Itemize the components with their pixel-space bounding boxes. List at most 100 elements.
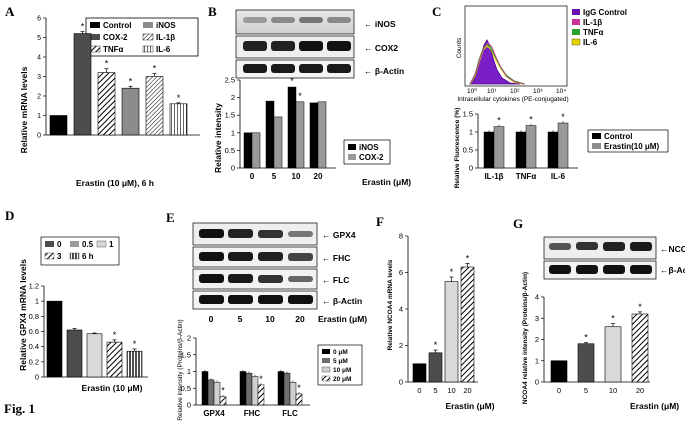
panel-e-ylabel: Relative intensity (Proteins/β-Actin) [177,319,184,420]
x-tick-label-e-2: FLC [282,409,298,418]
figure-label: Fig. 1 [4,401,35,416]
panel-label-f: F [376,214,384,229]
bar-d-2 [86,333,103,378]
panel-f-xlabel: Erastin (μM) [445,401,494,411]
panel-a-xlabel: Erastin (10 μM), 6 h [76,178,154,188]
panel-d-chart: Relative GPX4 mRNA levels Erastin (10 μM… [18,236,143,393]
blot-b-label-inos: ← iNOS [364,19,396,29]
legend-swatch-d-3 [44,252,55,260]
panel-c-ylabel: Relative Fluorescence (%) [454,108,461,189]
y-tick-label-b-1: 0.5 [225,146,235,155]
blot-b-bands [243,17,351,73]
bar-c-1-0 [515,131,527,169]
panel-a-chart: Relative mRNA levels Erastin (10 μM), 6 … [19,17,199,188]
legend-label-d-05: 0.5 [82,240,94,249]
significance-star-c-1-1: * [529,115,533,125]
bar-a-0 [49,115,68,136]
y-tick-label-c-0: 0 [469,164,473,173]
panel-e-chart: ← GPX4 ← FHC ← FLC ← β-Actin 0 5 10 20 E… [177,222,367,421]
y-tick-label-f-2: 4 [399,305,403,314]
panel-b-xlabel: Erastin (μM) [362,177,411,187]
histogram-il1b [469,42,526,85]
panel-f-chart: Relative NCOA4 mRNA levels Erastin (μM) [387,259,495,411]
y-tick-label-b-2: 1 [231,128,235,137]
panel-label-e: E [166,210,175,225]
hist-legend-label-tnfa: TNFα [583,28,604,37]
legend-swatch-control [90,22,100,28]
significance-star-g-2: * [611,314,615,324]
y-tick-label-d-3: 0.6 [29,327,39,336]
legend-swatch-il1b [142,33,154,41]
bar-g-0 [550,360,568,383]
panel-a-legend-box [85,17,199,57]
bar-d-4 [126,350,143,378]
y-tick-label-f-4: 8 [399,232,403,241]
bar-e-1-1 [245,372,253,406]
legend-swatch-b-inos [348,144,356,150]
blot-e-actin [192,290,318,310]
bar-e-1-3 [257,384,265,406]
legend-label-e-10: 10 μM [333,367,351,374]
bar-c-1-1 [525,125,537,169]
histogram-xtick-1: 10¹ [487,88,497,95]
y-tick-label-g-1: 1 [535,356,539,365]
legend-swatch-d-6h [69,252,80,260]
bar-a-5 [169,103,188,136]
x-tick-label-b-1: 5 [272,172,277,181]
blot-g-label-actin: ←β-Actin [660,265,685,275]
y-tick-label-a-4: 4 [37,55,41,62]
y-tick-label-d-6: 1.2 [29,282,39,291]
panel-a-legend: Control COX-2 TNFα iNOS IL-1β IL-6 [89,21,176,54]
legend-swatch-d-0 [45,241,54,247]
histogram-xtick-3: 10³ [533,88,543,95]
significance-star-a-3: * [129,76,133,86]
x-tick-label-c-1: TNFα [516,172,537,181]
y-tick-label-g-0: 0 [535,378,539,387]
legend-swatch-e-0 [322,349,330,354]
y-tick-label-d-4: 0.8 [29,312,39,321]
significance-star-f-1: * [434,340,438,350]
y-tick-label-b-4: 2 [231,93,235,102]
y-tick-label-d-2: 0.4 [29,342,39,351]
bar-f-3 [460,266,475,383]
bar-a-2 [97,72,116,136]
legend-label-d-0: 0 [57,240,62,249]
y-tick-label-a-5: 5 [37,35,41,42]
dose-label-e-10: 10 [265,314,275,324]
y-tick-label-a-3: 3 [37,74,41,81]
panel-label-d: D [5,208,14,223]
legend-swatch-d-1 [96,240,107,248]
legend-swatch-cox2 [90,34,100,40]
x-tick-label-e-0: GPX4 [203,409,225,418]
panel-label-c: C [432,4,441,19]
blot-e-label-fhc: ← FHC [322,253,350,263]
panel-c-legend-box [587,129,669,153]
legend-label-il6: IL-6 [156,45,171,54]
y-tick-label-f-0: 0 [399,378,403,387]
bar-f-0 [412,363,427,383]
legend-label-d-6h: 6 h [82,252,94,261]
bar-b-1-1 [273,116,283,169]
y-tick-label-b-5: 2.5 [225,76,235,85]
x-tick-label-g-1: 5 [584,386,588,395]
panel-label-a: A [5,4,15,19]
bar-b-0-0 [243,132,253,169]
x-tick-label-g-0: 0 [557,386,561,395]
legend-label-il1b: IL-1β [156,33,175,42]
x-tick-label-c-2: IL-6 [551,172,566,181]
histogram-legend: IgG Control IL-1β TNFα IL-6 [571,8,627,47]
blot-e-label-flc: ← FLC [322,275,349,285]
histogram-xlabel: Intracellular cytokines (PE-conjugated) [457,96,568,103]
significance-star-d-3: * [113,330,117,340]
y-tick-label-e-3: 1.5 [181,350,191,359]
bar-f-1 [428,352,443,383]
blot-g-ncoa4 [543,236,657,260]
x-tick-label-f-0: 0 [417,386,421,395]
legend-label-control: Control [103,21,131,30]
bar-a-4 [145,76,164,136]
y-tick-label-g-3: 3 [535,314,539,323]
bar-f-2 [444,281,459,383]
bar-c-0-0 [483,131,495,169]
histogram-xtick-0: 10⁰ [467,87,477,95]
y-tick-label-d-5: 1 [35,297,39,306]
